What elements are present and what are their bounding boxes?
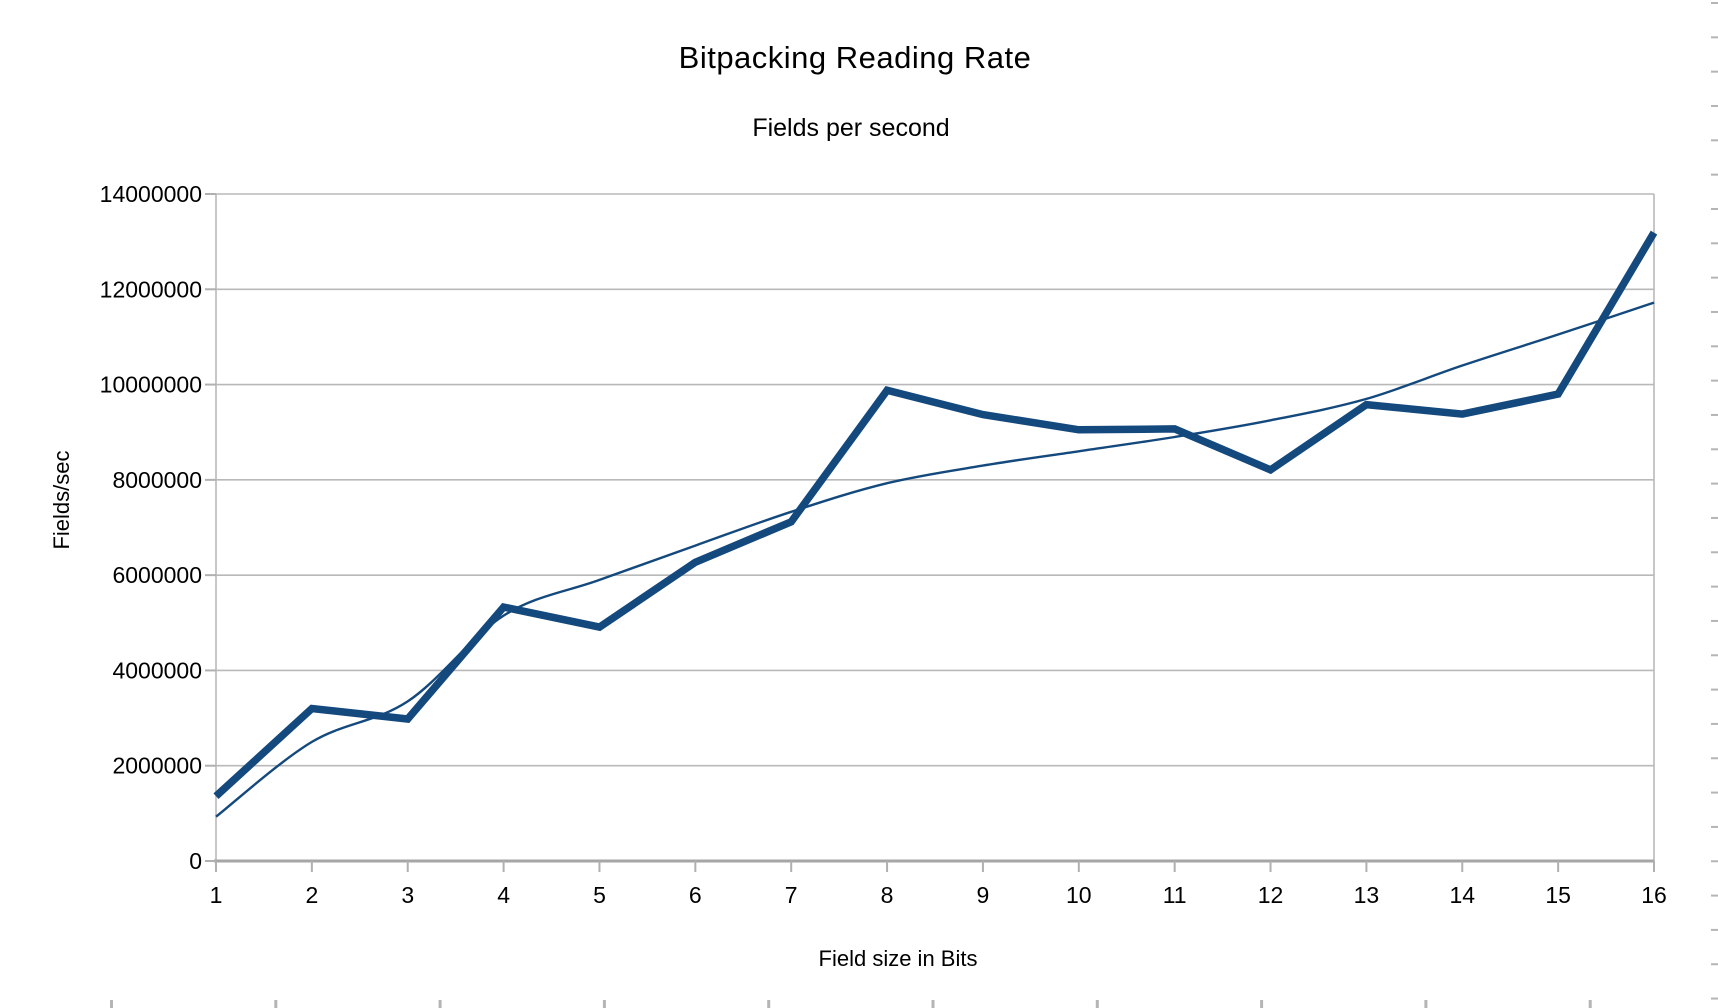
x-tick-label: 8: [881, 882, 894, 908]
row-gridline-stub: [1711, 825, 1718, 828]
y-tick-label: 8000000: [112, 467, 202, 493]
column-gridline-stub: [110, 1000, 113, 1008]
x-tick-label: 4: [497, 882, 510, 908]
row-gridline-stub: [1711, 2, 1718, 4]
gridlines: [216, 193, 1654, 767]
row-gridline-stub: [1711, 379, 1718, 382]
row-gridline-stub: [1711, 516, 1718, 519]
row-gridline-stub: [1711, 619, 1718, 622]
row-gridline-stub: [1711, 963, 1718, 966]
x-tick-label: 11: [1163, 882, 1187, 908]
chart-subtitle: Fields per second: [752, 114, 950, 142]
row-gridline-stub: [1711, 551, 1718, 554]
column-gridline-stub: [1588, 1000, 1592, 1008]
x-tick-label: 6: [689, 882, 702, 908]
column-gridline-stub: [1260, 1000, 1264, 1008]
row-gridline-stub: [1711, 791, 1718, 794]
column-gridline-stub: [1095, 1000, 1099, 1008]
y-tick-label: 12000000: [100, 276, 202, 302]
trend-line: [215, 301, 1655, 818]
row-gridline-stub: [1711, 139, 1718, 142]
row-gridline-stub: [1711, 482, 1718, 485]
x-tick-label: 12: [1258, 882, 1284, 908]
x-tick-label: 5: [593, 882, 606, 908]
row-gridline-stub: [1711, 654, 1718, 657]
row-gridline-stub: [1711, 757, 1718, 760]
row-gridline-stub: [1711, 173, 1718, 176]
row-gridline-stub: [1711, 928, 1718, 931]
row-gridline-stub: [1711, 997, 1718, 1000]
x-tick-label: 9: [977, 882, 990, 908]
row-gridline-stub: [1711, 310, 1718, 313]
row-gridline-stub: [1711, 413, 1718, 416]
x-tick-label: 2: [305, 882, 318, 908]
row-gridline-stub: [1711, 276, 1718, 279]
row-gridline-stub: [1711, 860, 1718, 863]
x-tick-label: 14: [1449, 882, 1475, 908]
axis-ticks: [205, 193, 1655, 872]
x-tick-label: 1: [210, 882, 223, 908]
y-tick-label: 2000000: [112, 753, 202, 779]
y-tick-labels: 0 2000000 4000000 6000000 8000000 10000000 120…: [100, 181, 202, 874]
row-gridline-stub: [1711, 585, 1718, 588]
y-tick-label: 0: [189, 848, 202, 874]
spreadsheet-column-gridline-stubs: [110, 1000, 1592, 1008]
x-tick-label: 10: [1066, 882, 1092, 908]
column-gridline-stub: [931, 1000, 935, 1008]
column-gridline-stub: [1424, 1000, 1428, 1008]
y-tick-label: 10000000: [100, 372, 202, 398]
x-tick-label: 3: [401, 882, 414, 908]
x-tick-label: 7: [785, 882, 798, 908]
row-gridline-stub: [1711, 104, 1718, 107]
row-gridline-stub: [1711, 345, 1718, 348]
row-gridline-stub: [1711, 242, 1718, 245]
chart-title: Bitpacking Reading Rate: [678, 40, 1032, 75]
column-gridline-stub: [767, 1000, 771, 1008]
x-tick-label: 13: [1354, 882, 1380, 908]
row-gridline-stub: [1711, 448, 1718, 451]
column-gridline-stub: [274, 1000, 278, 1008]
row-gridline-stub: [1711, 207, 1718, 210]
row-gridline-stub: [1711, 722, 1718, 725]
spreadsheet-row-gridline-stubs: [1711, 2, 1718, 1000]
x-tick-labels: 1 2 3 4 5 6 7 8 9 10 11 12 13 14 15 16: [210, 882, 1667, 908]
column-gridline-stub: [438, 1000, 442, 1008]
row-gridline-stub: [1711, 70, 1718, 73]
row-gridline-stub: [1711, 36, 1718, 39]
y-axis-title: Fields/sec: [49, 450, 74, 550]
x-tick-label: 16: [1641, 882, 1667, 908]
y-tick-label: 4000000: [112, 657, 202, 683]
row-gridline-stub: [1711, 894, 1718, 897]
y-tick-label: 14000000: [100, 181, 202, 207]
column-gridline-stub: [602, 1000, 606, 1008]
data-line: [213, 230, 1658, 799]
plot-borders: [215, 194, 1655, 861]
x-tick-label: 15: [1545, 882, 1571, 908]
y-tick-label: 6000000: [112, 562, 202, 588]
row-gridline-stub: [1711, 688, 1718, 691]
x-axis-title: Field size in Bits: [818, 946, 978, 971]
